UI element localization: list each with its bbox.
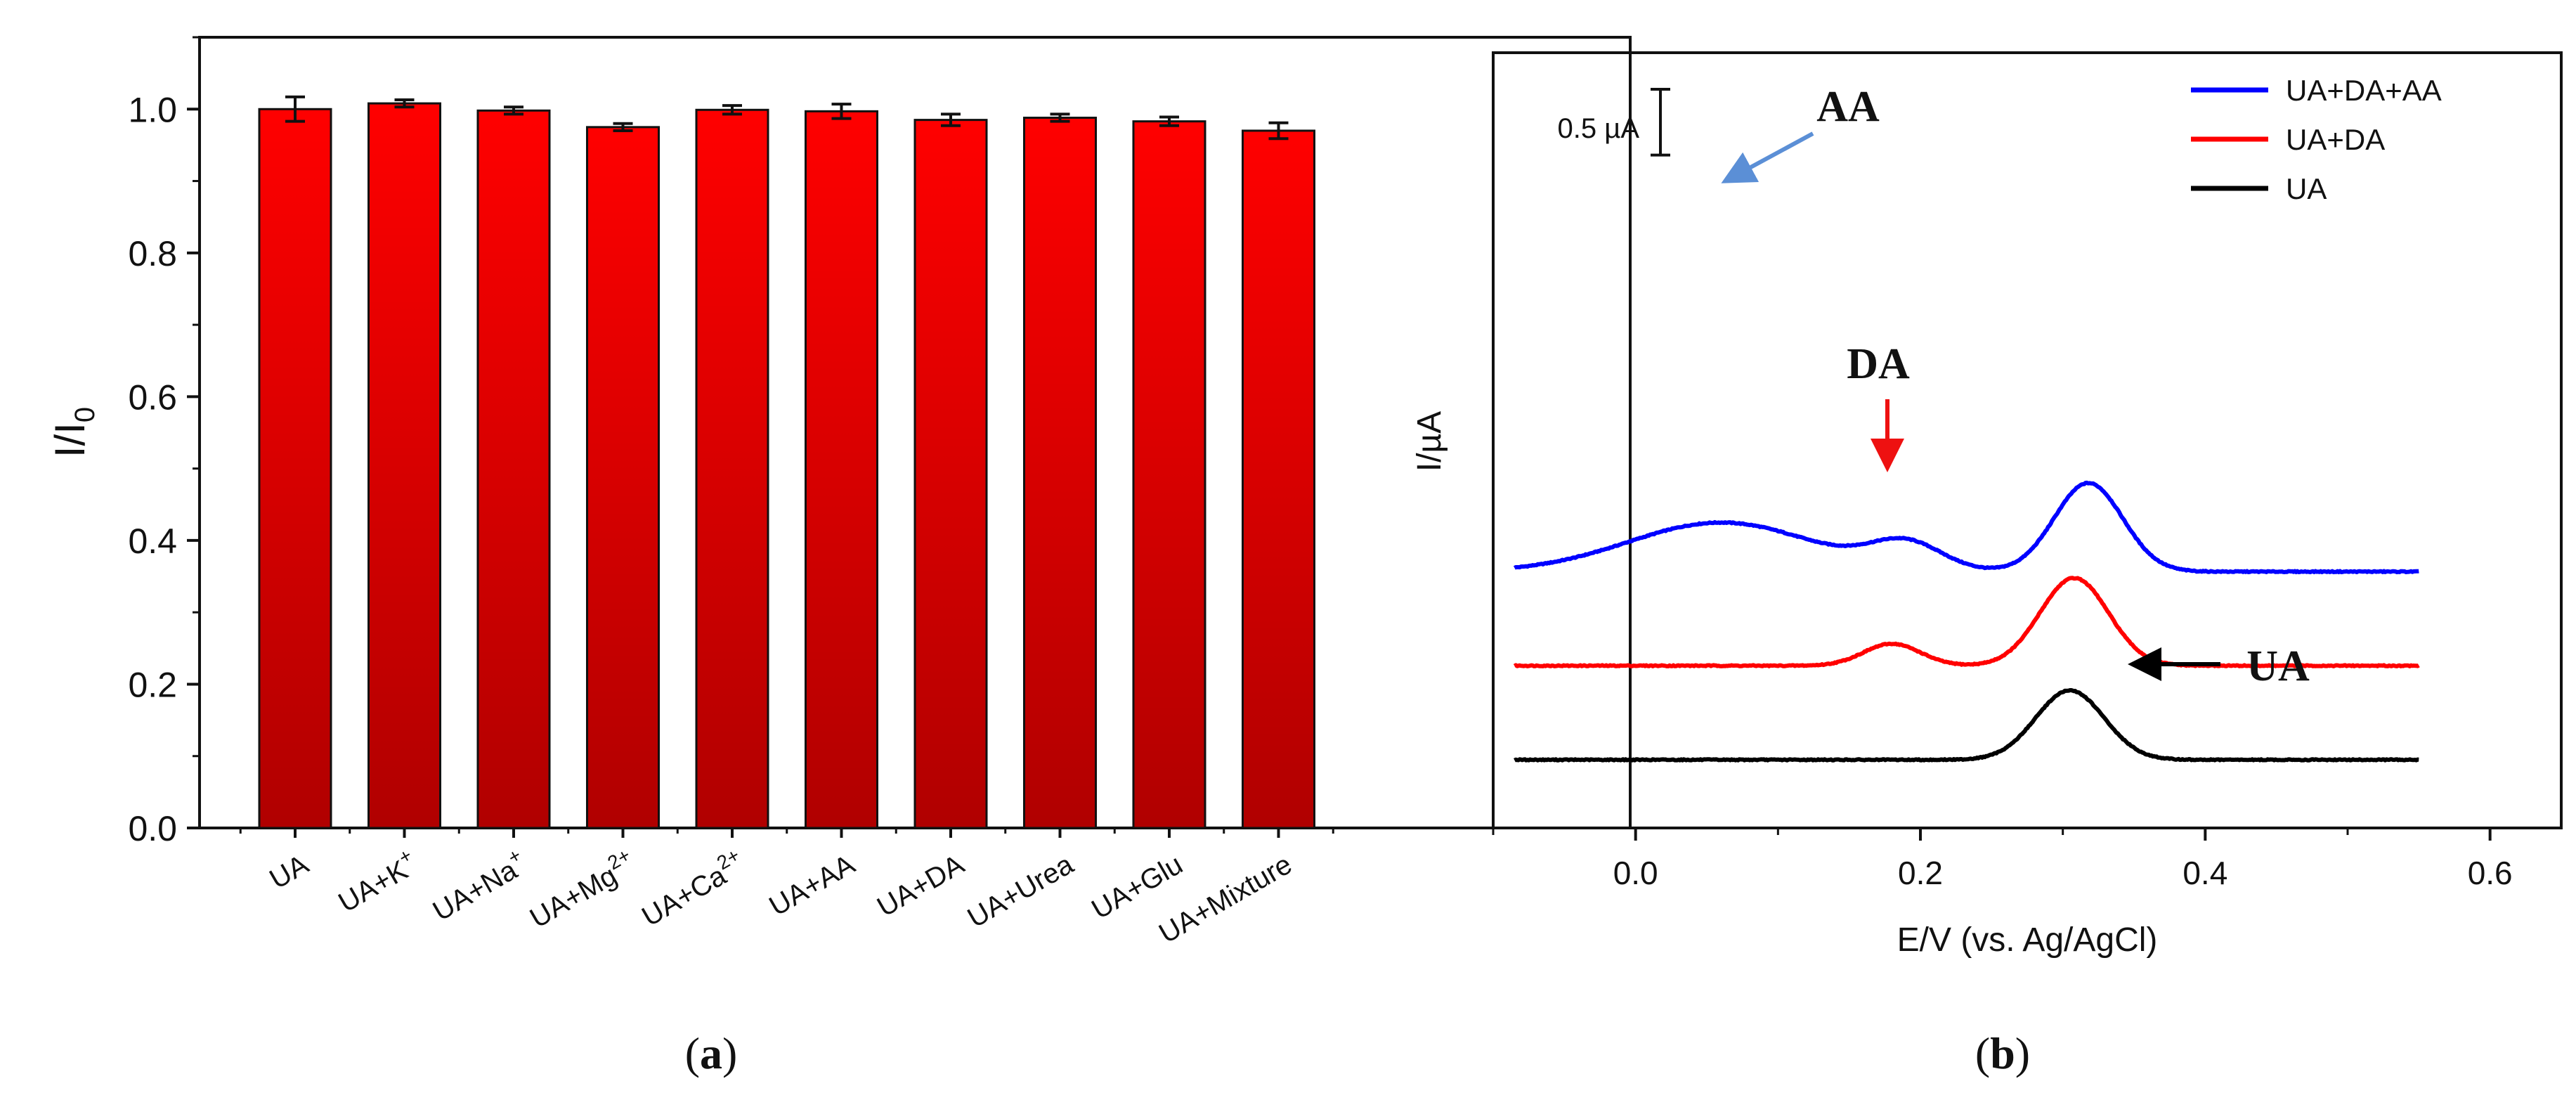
annotation-da-label: DA	[1847, 340, 1910, 388]
scale-bar: 0.5 µA	[1558, 88, 1670, 157]
panel-a-caption: (a)	[685, 1028, 738, 1078]
annotation-ua: UA	[2128, 642, 2310, 690]
panel-a-bar-chart: 0.00.20.40.60.81.0 UA UA+K+ UA+Na+UA+Mg2+U…	[46, 36, 1632, 1078]
x-tick-label: UA	[264, 849, 313, 895]
annotation-aa-label: AA	[1816, 83, 1880, 131]
annotation-aa: AA	[1721, 83, 1880, 183]
series-line-ua-da	[1513, 576, 2420, 668]
x-axis-label: E/V (vs. Ag/AgCl)	[1897, 921, 2158, 959]
x-tick-label: UA+Urea	[963, 848, 1079, 933]
panel-a-letter: a	[700, 1028, 722, 1078]
x-tick-label: 0.2	[1898, 855, 1943, 891]
legend-label: UA+DA+AA	[2286, 74, 2442, 107]
legend-label: UA	[2286, 172, 2327, 205]
bar	[1132, 120, 1206, 829]
x-tick-label: UA+K+	[330, 844, 423, 919]
series-line-ua	[1514, 688, 2420, 763]
y-tick-label: 0.4	[128, 522, 177, 561]
series-line-ua-da-aa	[1513, 480, 2420, 574]
annotation-aa-arrow	[1721, 131, 1814, 183]
y-tick-label: 1.0	[128, 90, 177, 129]
x-tick-label-superscript: 2+	[713, 844, 743, 874]
annotation-ua-label: UA	[2246, 642, 2310, 690]
y-axis-label: I/I0	[46, 407, 100, 458]
y-axis-label-b: I/µA	[1411, 411, 1448, 472]
bar	[258, 108, 332, 829]
panel-b-line-chart: 0.0 0.2 0.4 0.6 E/V (vs. Ag/AgCl) I/µA 0.5 …	[1411, 51, 2563, 1078]
x-tick-label-superscript: +	[504, 844, 525, 869]
y-tick-label: 0.8	[128, 234, 177, 273]
y-tick-label: 0.0	[128, 809, 177, 848]
x-tick-label: 0.4	[2183, 855, 2227, 891]
bar	[1023, 117, 1097, 829]
x-tick-label: UA+DA	[872, 849, 970, 924]
bar	[476, 109, 551, 829]
panel-b-caption: (b)	[1975, 1028, 2030, 1078]
x-tick-label: 0.0	[1613, 855, 1658, 891]
x-tick-label: UA+Mg2+	[522, 844, 642, 934]
bar	[1242, 129, 1315, 829]
x-tick-label: UA+Ca2+	[634, 844, 750, 933]
bar	[695, 108, 769, 829]
x-tick-label: UA+Na+	[425, 844, 533, 927]
annotation-da: DA	[1847, 340, 1910, 472]
x-tick-label-superscript: +	[395, 844, 416, 869]
bar	[586, 126, 660, 829]
x-tick-label: 0.6	[2468, 855, 2513, 891]
y-axis-label-subscript: 0	[70, 407, 100, 422]
legend-label: UA+DA	[2286, 123, 2385, 156]
legend: UA+DA+AA UA+DA UA	[2191, 74, 2442, 205]
scale-bar-label: 0.5 µA	[1558, 113, 1640, 144]
x-tick-label-superscript: 2+	[604, 844, 634, 874]
bar	[367, 102, 441, 829]
bar	[913, 119, 988, 829]
panel-b-letter: b	[1990, 1028, 2015, 1078]
panel-b-frame	[1492, 51, 2563, 829]
y-tick-label: 0.6	[128, 377, 177, 417]
x-tick-label: UA+AA	[764, 849, 860, 922]
y-tick-label: 0.2	[128, 665, 177, 704]
bar	[805, 110, 878, 829]
